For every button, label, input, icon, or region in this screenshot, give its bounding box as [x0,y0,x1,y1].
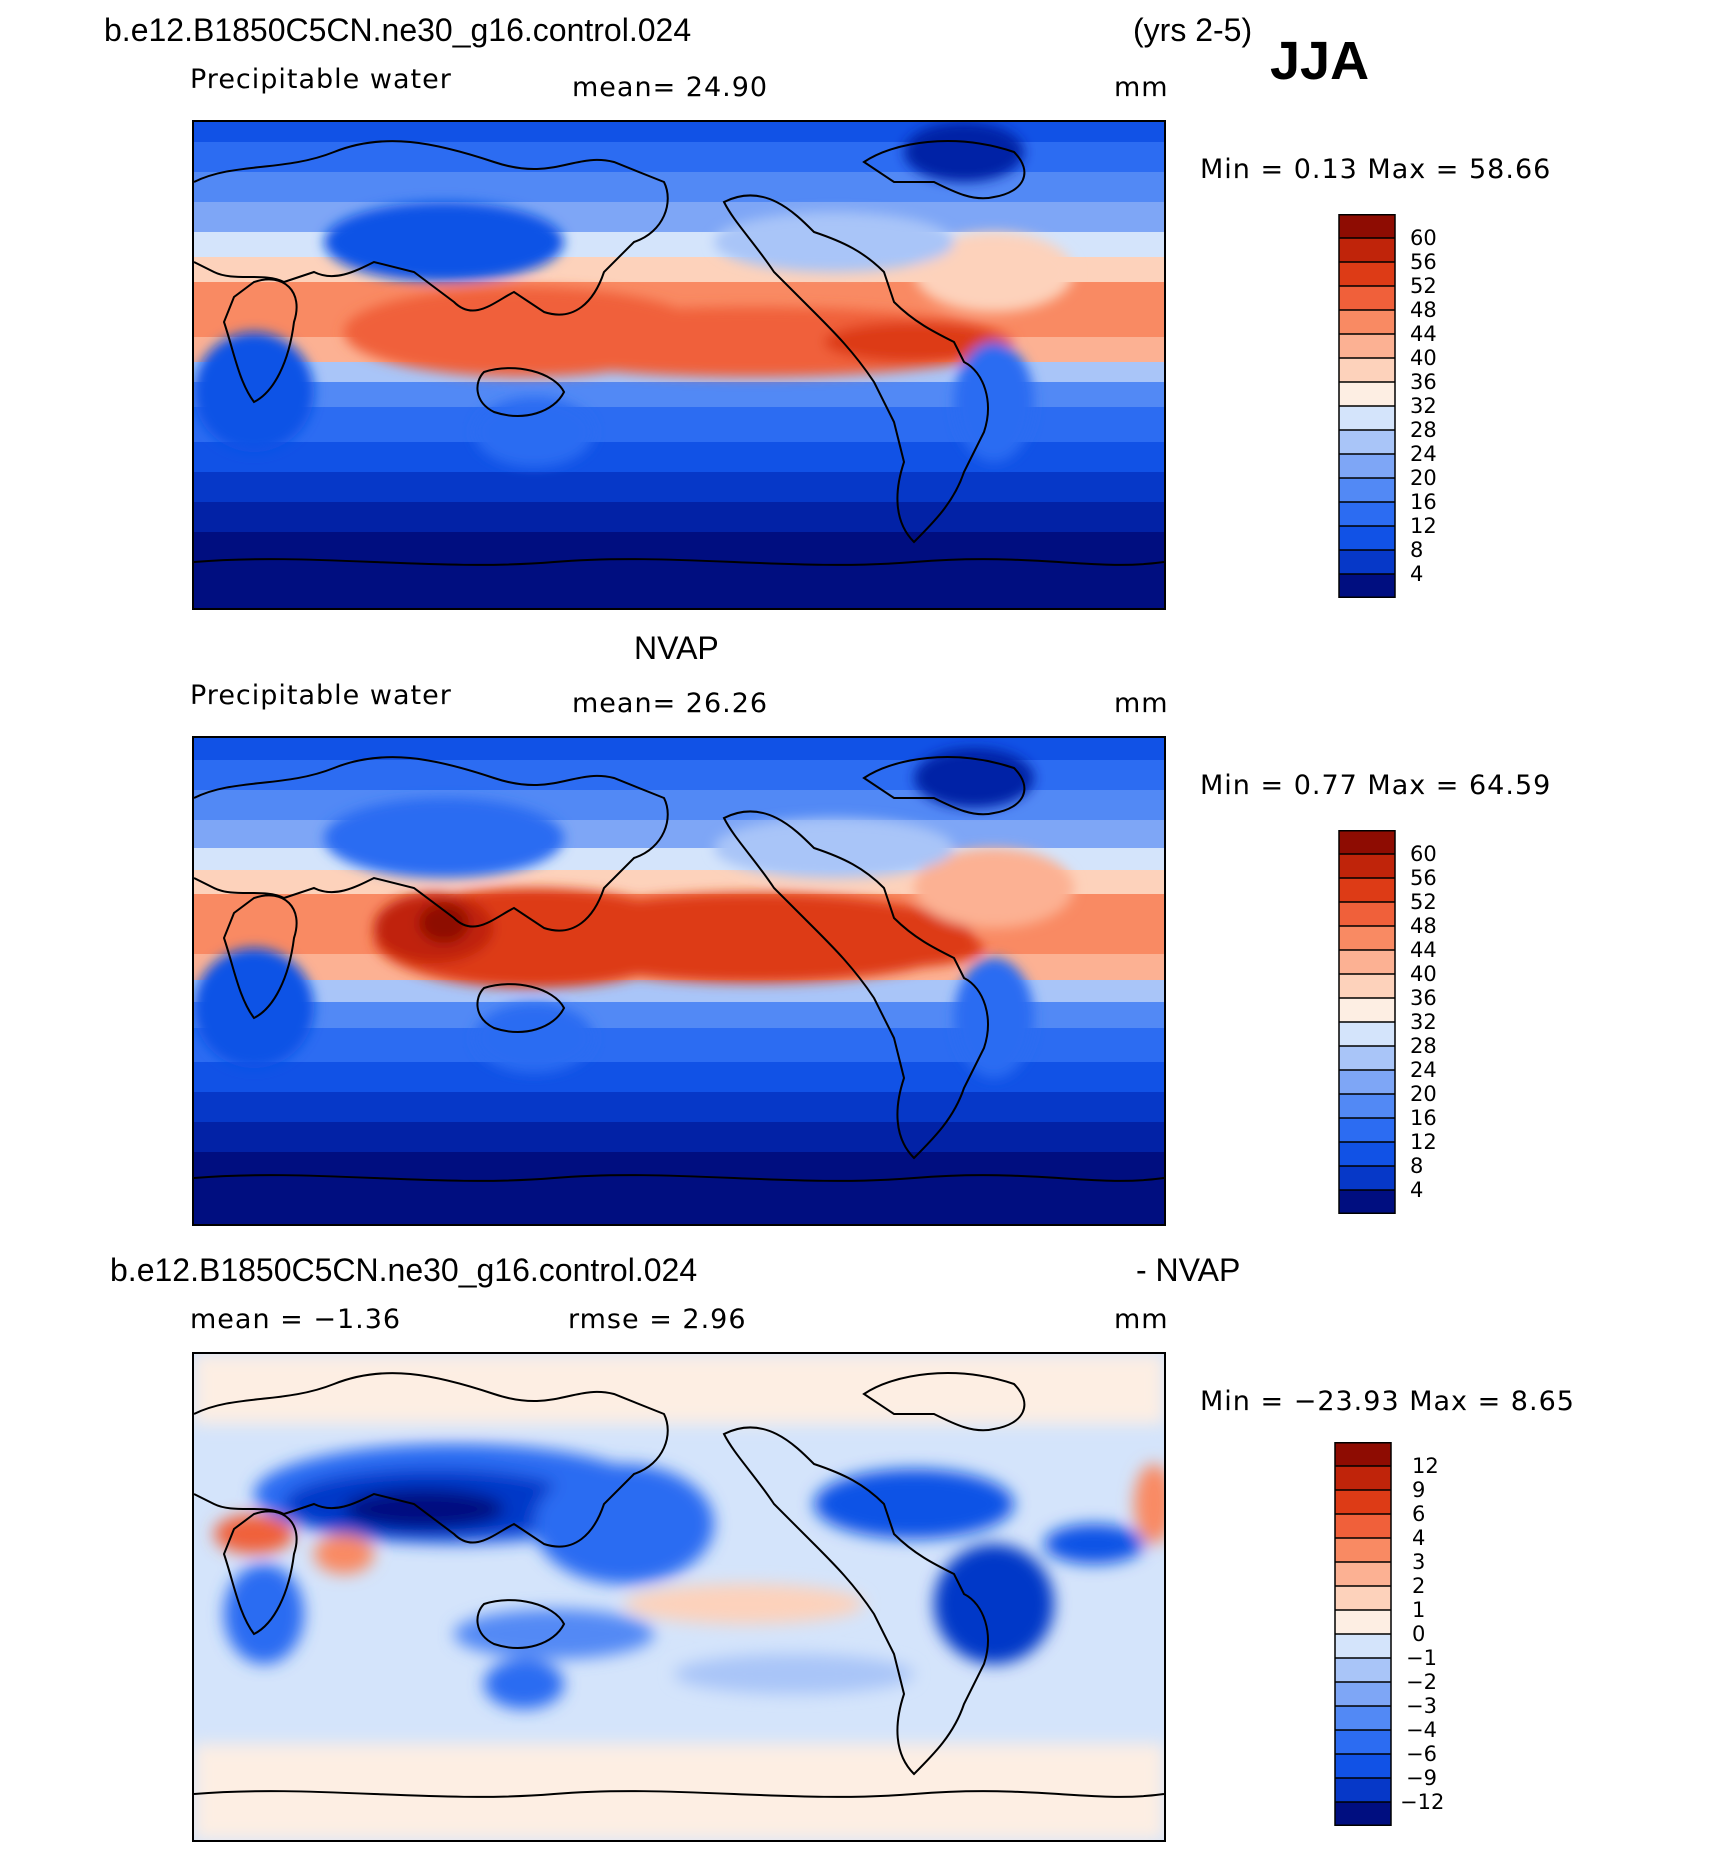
model-features [194,122,1074,467]
minmax-label: Min = 0.77 Max = 64.59 [1200,770,1552,801]
colorbar-label: 4 [1410,562,1424,586]
minmax-label: Min = 0.13 Max = 58.66 [1200,154,1552,185]
colorbar-label: 60 [1410,226,1437,250]
colorbar-label: −2 [1406,1670,1437,1694]
mean-label: mean= 26.26 [572,688,769,719]
minmax-label: Min = −23.93 Max = 8.65 [1200,1386,1575,1417]
obs-map-field [194,738,1164,1224]
colorbar-label: 56 [1410,866,1437,890]
years-label: (yrs 2-5) [1133,12,1253,48]
colorbar-label: 24 [1410,442,1437,466]
diff-map-field [194,1354,1164,1840]
colorbar-label: 0 [1412,1622,1426,1646]
colorbar-label: 3 [1412,1550,1426,1574]
colorbar-label: 16 [1410,1106,1437,1130]
units-label: mm [1114,1304,1169,1335]
mean-label: mean = −1.36 [190,1304,402,1335]
colorbar-label: 44 [1410,322,1437,346]
colorbar-label: −4 [1406,1718,1437,1742]
colorbar-label: 2 [1412,1574,1426,1598]
diff-title-left: b.e12.B1850C5CN.ne30_g16.control.024 [110,1252,698,1288]
obs-map [192,736,1166,1226]
colorbar-label: 4 [1410,1178,1424,1202]
season-label: JJA [1270,31,1370,91]
colorbar-label: 60 [1410,842,1437,866]
model-map-field [194,122,1164,608]
colorbar-label: 32 [1410,394,1437,418]
colorbar-label: 16 [1410,490,1437,514]
colorbar-label: −3 [1406,1694,1437,1718]
colorbar-swatches [1338,214,1396,598]
colorbar-label: 28 [1410,1034,1437,1058]
colorbar-label: 1 [1412,1598,1426,1622]
units-label: mm [1114,72,1169,103]
colorbar-label: 40 [1410,962,1437,986]
colorbar-label: 8 [1410,538,1424,562]
colorbar-label: 40 [1410,346,1437,370]
colorbar [1338,214,1396,598]
units-label: mm [1114,688,1169,719]
obs-features [194,748,1074,1078]
colorbar-label: 24 [1410,1058,1437,1082]
colorbar [1334,1442,1392,1826]
colorbar-label: 9 [1412,1478,1426,1502]
model-coastlines [194,140,1164,566]
colorbar-label: 8 [1410,1154,1424,1178]
colorbar-label: 36 [1410,986,1437,1010]
colorbar-label: 28 [1410,418,1437,442]
diff-features [194,1354,1164,1840]
colorbar-label: −9 [1406,1766,1437,1790]
colorbar-label: 44 [1410,938,1437,962]
obs-coastlines [194,756,1164,1182]
colorbar-swatches [1338,830,1396,1214]
colorbar-label: 52 [1410,274,1437,298]
colorbar-label: 48 [1410,914,1437,938]
diff-coastlines [194,1372,1164,1798]
model-map [192,120,1166,610]
variable-label: Precipitable water [190,64,452,95]
colorbar [1338,830,1396,1214]
diff-title-right: - NVAP [1136,1252,1241,1288]
variable-label: Precipitable water [190,680,452,711]
colorbar-label: −6 [1406,1742,1437,1766]
case-title: b.e12.B1850C5CN.ne30_g16.control.024 [104,12,692,48]
rmse-label: rmse = 2.96 [568,1304,747,1335]
colorbar-label: 6 [1412,1502,1426,1526]
colorbar-label: 4 [1412,1526,1426,1550]
colorbar-label: 56 [1410,250,1437,274]
mean-label: mean= 24.90 [572,72,769,103]
colorbar-label: −1 [1406,1646,1437,1670]
colorbar-label: 20 [1410,1082,1437,1106]
colorbar-swatches [1334,1442,1392,1826]
colorbar-label: 12 [1412,1454,1439,1478]
diff-map [192,1352,1166,1842]
colorbar-label: 20 [1410,466,1437,490]
colorbar-label: 32 [1410,1010,1437,1034]
colorbar-label: 36 [1410,370,1437,394]
colorbar-label: −12 [1400,1790,1445,1814]
obs-title: NVAP [634,630,719,666]
colorbar-label: 48 [1410,298,1437,322]
colorbar-label: 12 [1410,1130,1437,1154]
colorbar-label: 52 [1410,890,1437,914]
colorbar-label: 12 [1410,514,1437,538]
